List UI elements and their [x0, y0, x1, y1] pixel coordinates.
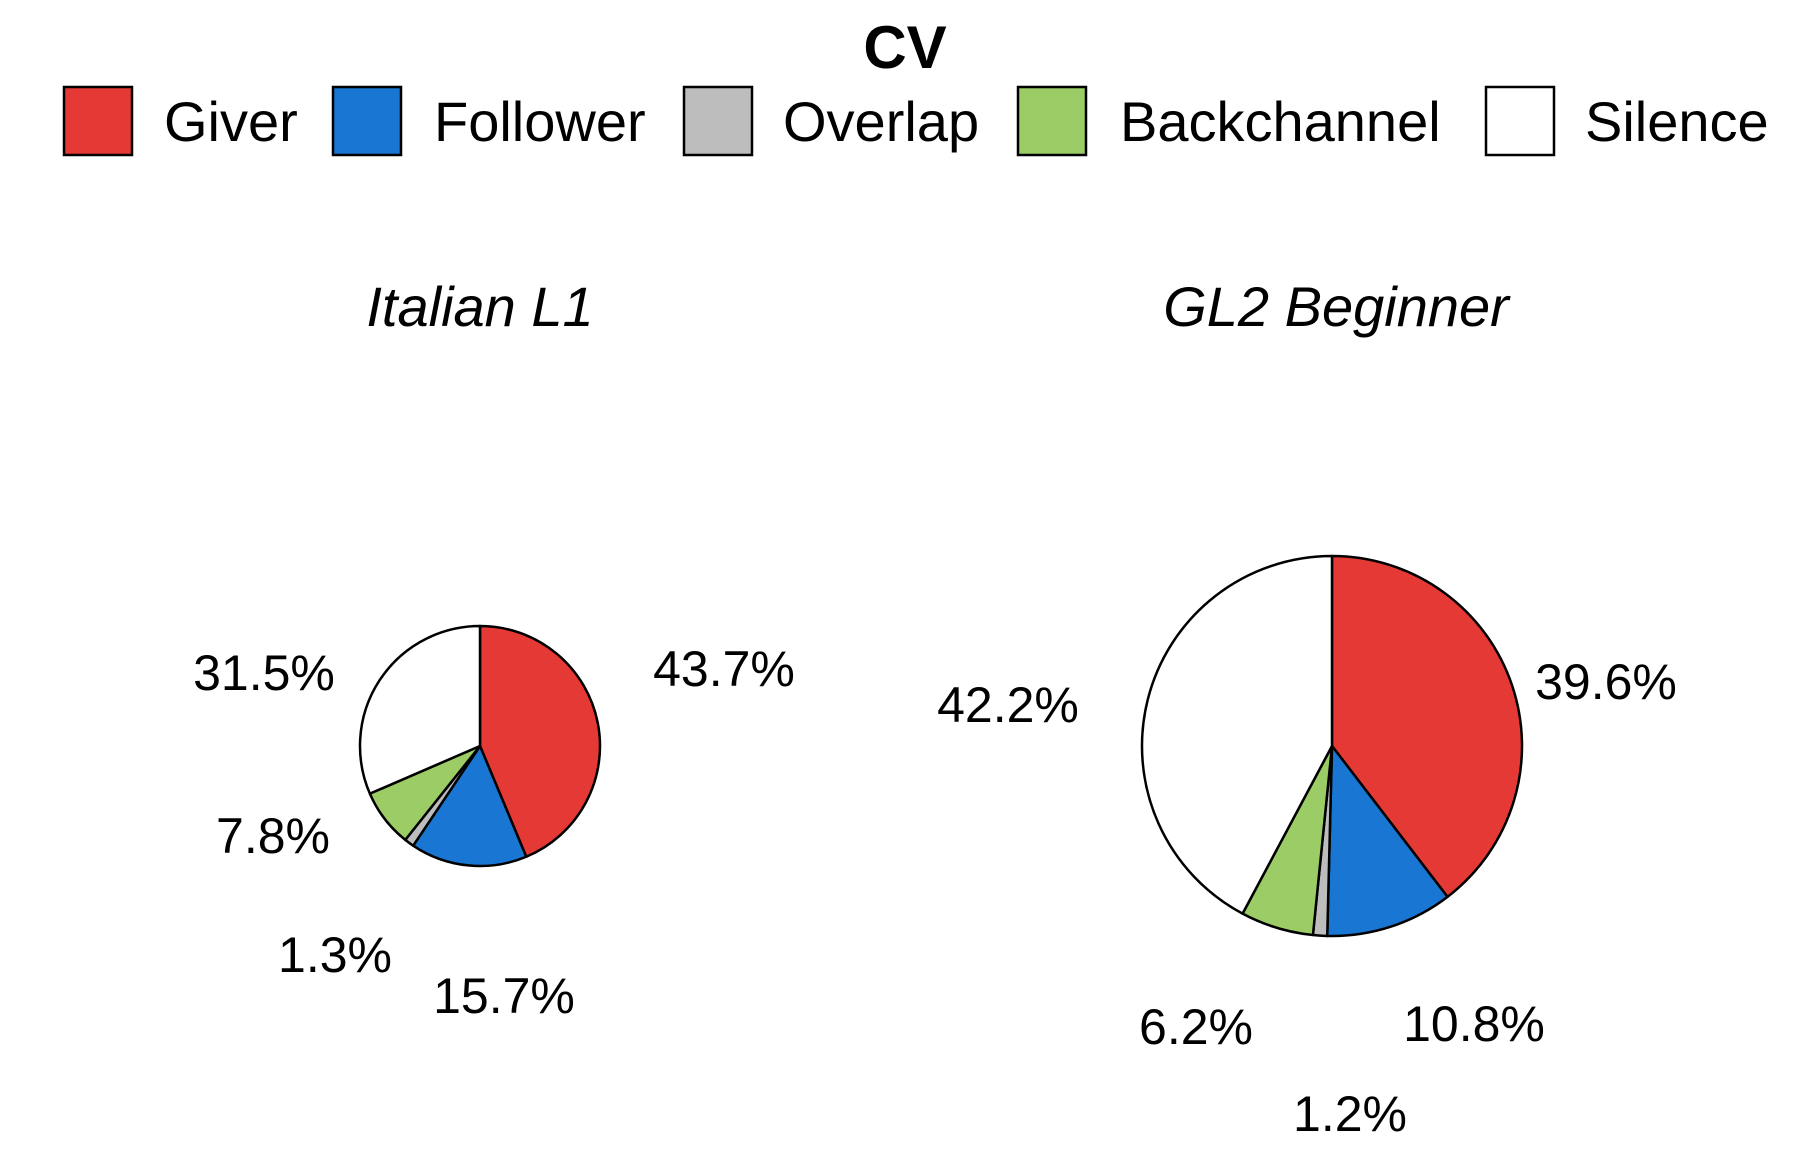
legend: Giver Follower Overlap Backchannel Silen…: [62, 85, 1769, 157]
pie-slice-italian-l1-follower: [411, 744, 528, 868]
pie-slice-italian-l1-giver: [478, 624, 602, 858]
slice-label-gl2-beginner-giver: 39.6%: [1535, 654, 1677, 710]
slice-label-italian-l1-overlap: 1.3%: [278, 927, 392, 983]
panel-title-gl2-beginner: GL2 Beginner: [1163, 275, 1511, 338]
pie-slice-italian-l1-silence: [358, 624, 482, 795]
slice-label-italian-l1-silence: 31.5%: [193, 645, 335, 701]
pie-slices-italian-l1: [358, 624, 602, 868]
legend-swatch-silence: [1484, 85, 1556, 157]
pie-slices-gl2-beginner: [1140, 554, 1524, 938]
legend-label-follower: Follower: [434, 90, 646, 153]
pie-panel-italian-l1: Italian L1 43.7% 15.7% 1.3% 7.8% 31.5%: [193, 275, 795, 1024]
legend-swatch-giver: [62, 85, 134, 157]
slice-label-gl2-beginner-backchannel: 6.2%: [1139, 999, 1253, 1055]
panel-title-italian-l1: Italian L1: [366, 275, 593, 338]
chart-title: CV: [863, 14, 946, 81]
pie-panel-gl2-beginner: GL2 Beginner 39.6% 10.8% 1.2% 6.2% 42.2%: [937, 275, 1677, 1142]
slice-label-gl2-beginner-follower: 10.8%: [1403, 996, 1545, 1052]
slice-label-italian-l1-follower: 15.7%: [433, 968, 575, 1024]
slice-label-gl2-beginner-silence: 42.2%: [937, 677, 1079, 733]
legend-label-giver: Giver: [164, 90, 298, 153]
legend-swatch-backchannel: [1016, 85, 1088, 157]
legend-swatch-overlap: [682, 85, 754, 157]
legend-label-overlap: Overlap: [783, 90, 979, 153]
slice-label-italian-l1-backchannel: 7.8%: [216, 808, 330, 864]
pie-slice-gl2-beginner-follower: [1325, 744, 1449, 938]
legend-swatch-follower: [331, 85, 403, 157]
slice-label-gl2-beginner-overlap: 1.2%: [1293, 1086, 1407, 1142]
pie-slice-gl2-beginner-giver: [1330, 554, 1524, 899]
legend-label-backchannel: Backchannel: [1120, 90, 1441, 153]
pie-slice-gl2-beginner-silence: [1140, 554, 1334, 915]
legend-label-silence: Silence: [1585, 90, 1769, 153]
slice-label-italian-l1-giver: 43.7%: [653, 641, 795, 697]
